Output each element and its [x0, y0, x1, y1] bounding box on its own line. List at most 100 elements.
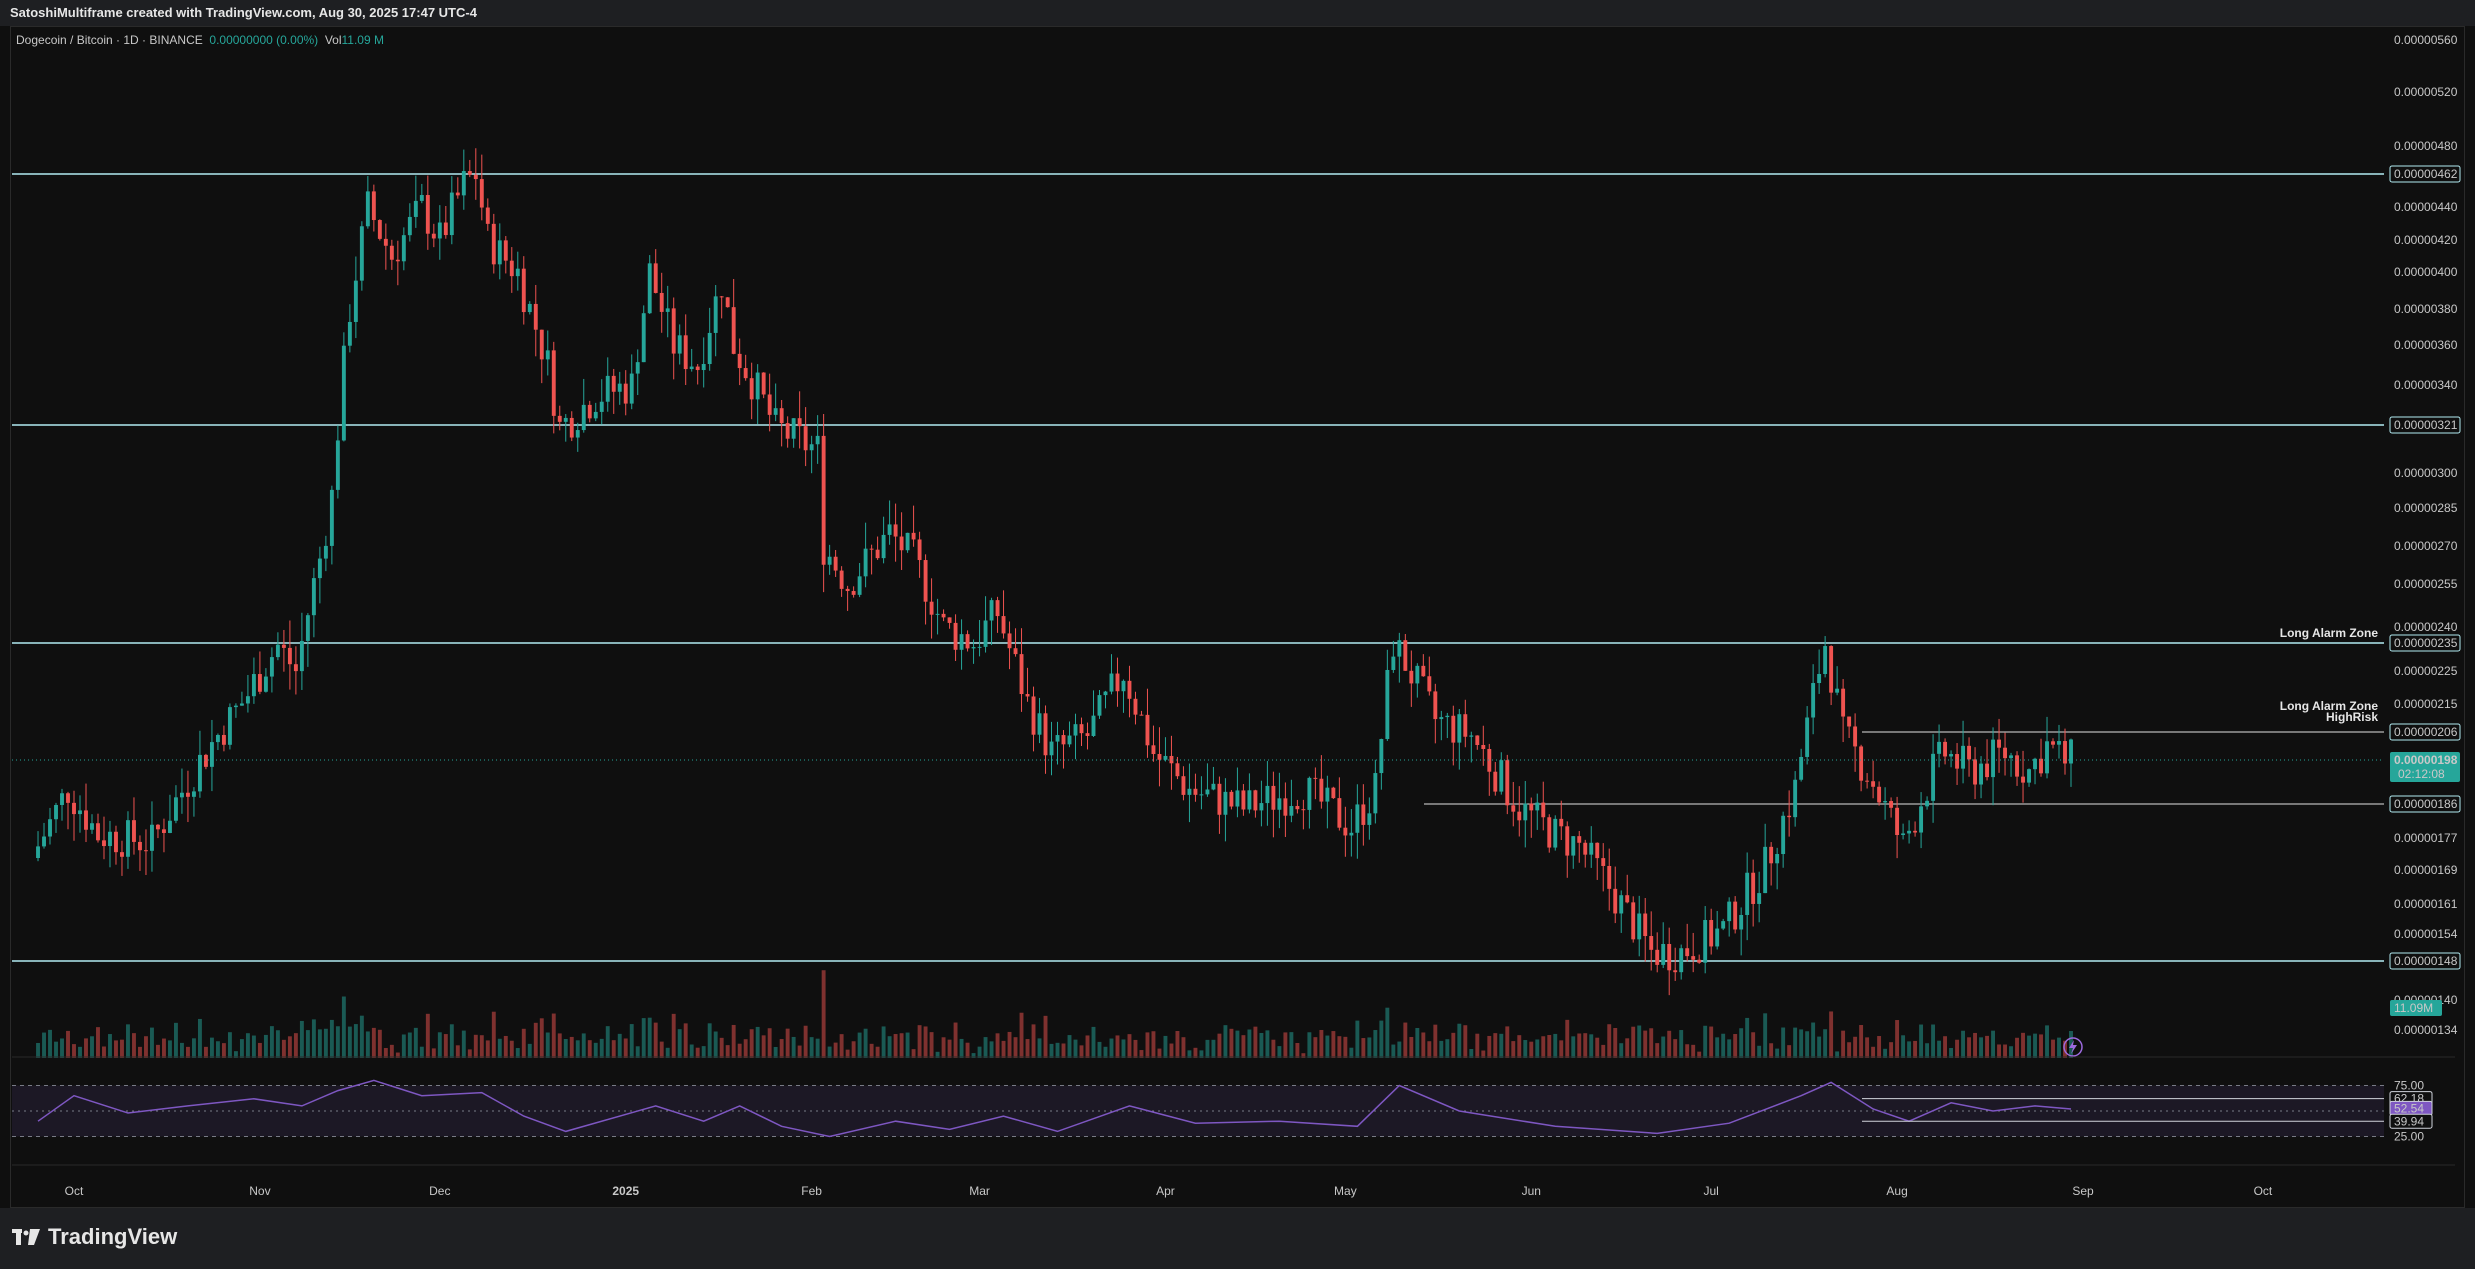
volume-bar: [1511, 1041, 1516, 1058]
volume-bar: [683, 1023, 688, 1058]
volume-bar: [707, 1023, 712, 1058]
volume-bar: [1295, 1042, 1300, 1058]
candle: [875, 536, 880, 560]
candle: [335, 425, 340, 499]
volume-bar: [527, 1043, 532, 1058]
candle: [1661, 922, 1666, 969]
tradingview-logo[interactable]: TradingView: [12, 1224, 177, 1250]
candle: [2063, 728, 2067, 775]
rsi-band: [12, 1085, 2384, 1137]
volume-bar: [1721, 1033, 1726, 1058]
price-change: 0.00000000 (0.00%): [209, 33, 319, 47]
volume-bar: [1343, 1036, 1348, 1058]
volume-bar: [1793, 1027, 1798, 1058]
volume-bar: [1661, 1036, 1666, 1058]
candle: [521, 256, 526, 325]
candle: [1625, 874, 1630, 904]
volume-bar: [389, 1044, 394, 1058]
candle: [1367, 797, 1372, 840]
candle: [96, 813, 100, 843]
time-axis: Oct Nov Dec 2025 Feb Mar Apr May Jun Jul Aug Sep Oct: [12, 1164, 2455, 1198]
candle: [1181, 766, 1186, 801]
volume-bar: [1301, 1053, 1306, 1058]
volume-bar: [1877, 1036, 1882, 1058]
lightning-icon[interactable]: [2063, 1037, 2083, 1057]
volume-bar: [1079, 1045, 1084, 1058]
volume-bar: [1505, 1026, 1510, 1058]
candle: [587, 400, 592, 423]
volume-bar: [905, 1032, 910, 1058]
candle: [317, 546, 322, 604]
volume-bar: [989, 1041, 994, 1058]
candle: [1619, 890, 1624, 933]
candle: [341, 332, 346, 442]
candle: [1205, 763, 1210, 797]
candle: [102, 816, 106, 860]
level-price-text: 0.00000235: [2394, 636, 2458, 650]
price-tick: 0.00000520: [2394, 85, 2458, 99]
volume-bar: [329, 1019, 334, 1058]
volume-bar: [1919, 1024, 1924, 1058]
volume-bar: [1499, 1033, 1504, 1058]
chart-header: SatoshiMultiframe created with TradingVi…: [0, 0, 2475, 26]
candle: [1265, 761, 1270, 826]
candle: [623, 370, 628, 416]
volume-bar: [1349, 1047, 1354, 1058]
candle: [1829, 645, 1834, 706]
volume-bar: [1043, 1015, 1048, 1058]
candle: [1337, 777, 1342, 831]
volume-bar: [365, 1031, 370, 1058]
volume-bar: [156, 1044, 160, 1058]
level-price-tag: 0.00000235: [2389, 634, 2461, 652]
price-chart[interactable]: 0.00000462 0.00000321 0.00000235 Long Alarm…: [0, 0, 2475, 1208]
candle: [263, 668, 268, 693]
volume-bar: [725, 1045, 730, 1058]
volume-bar: [1865, 1037, 1870, 1058]
volume-bar: [1223, 1025, 1228, 1058]
candle: [503, 236, 508, 274]
candle: [1547, 814, 1552, 853]
volume-bar: [1709, 1026, 1714, 1058]
candle: [1997, 718, 2001, 773]
volume-bar: [641, 1018, 646, 1058]
candle: [767, 373, 772, 432]
volume-bar: [743, 1039, 748, 1058]
candle: [1103, 690, 1108, 709]
volume-bar: [1883, 1048, 1888, 1058]
volume-bar: [563, 1038, 568, 1058]
volume-bar: [485, 1040, 490, 1058]
volume-bar: [1649, 1028, 1654, 1058]
candle: [629, 354, 634, 410]
candle: [887, 500, 892, 545]
volume-bar: [1835, 1051, 1840, 1058]
time-tick: Feb: [801, 1184, 822, 1198]
candle: [191, 787, 196, 817]
volume-bar: [1421, 1032, 1426, 1058]
volume-bar: [1307, 1032, 1312, 1058]
candle: [1211, 766, 1216, 791]
volume-bar: [887, 1036, 892, 1058]
zone-label: Long Alarm Zone: [2280, 699, 2379, 713]
time-tick: Sep: [2072, 1184, 2094, 1198]
volume-bar: [1235, 1030, 1240, 1058]
volume-bar: [1415, 1028, 1420, 1058]
brand-name: TradingView: [48, 1224, 178, 1249]
volume-bar: [1577, 1033, 1582, 1058]
volume-bar: [857, 1032, 862, 1058]
candle: [60, 788, 64, 821]
candle: [1361, 784, 1366, 846]
volume-bar: [233, 1051, 238, 1058]
price-tick: 0.00000270: [2394, 539, 2458, 553]
volume-bar: [299, 1020, 304, 1058]
candle: [407, 203, 412, 242]
volume-bar: [203, 1046, 208, 1058]
volume-bar: [1445, 1039, 1450, 1058]
vol-label: Vol: [324, 33, 342, 47]
candle: [1571, 836, 1576, 869]
time-tick: Nov: [249, 1184, 270, 1198]
candle: [1409, 650, 1414, 707]
candle: [1067, 721, 1072, 748]
volume-bar: [455, 1045, 460, 1058]
candle: [2021, 750, 2025, 803]
candle: [281, 629, 286, 672]
